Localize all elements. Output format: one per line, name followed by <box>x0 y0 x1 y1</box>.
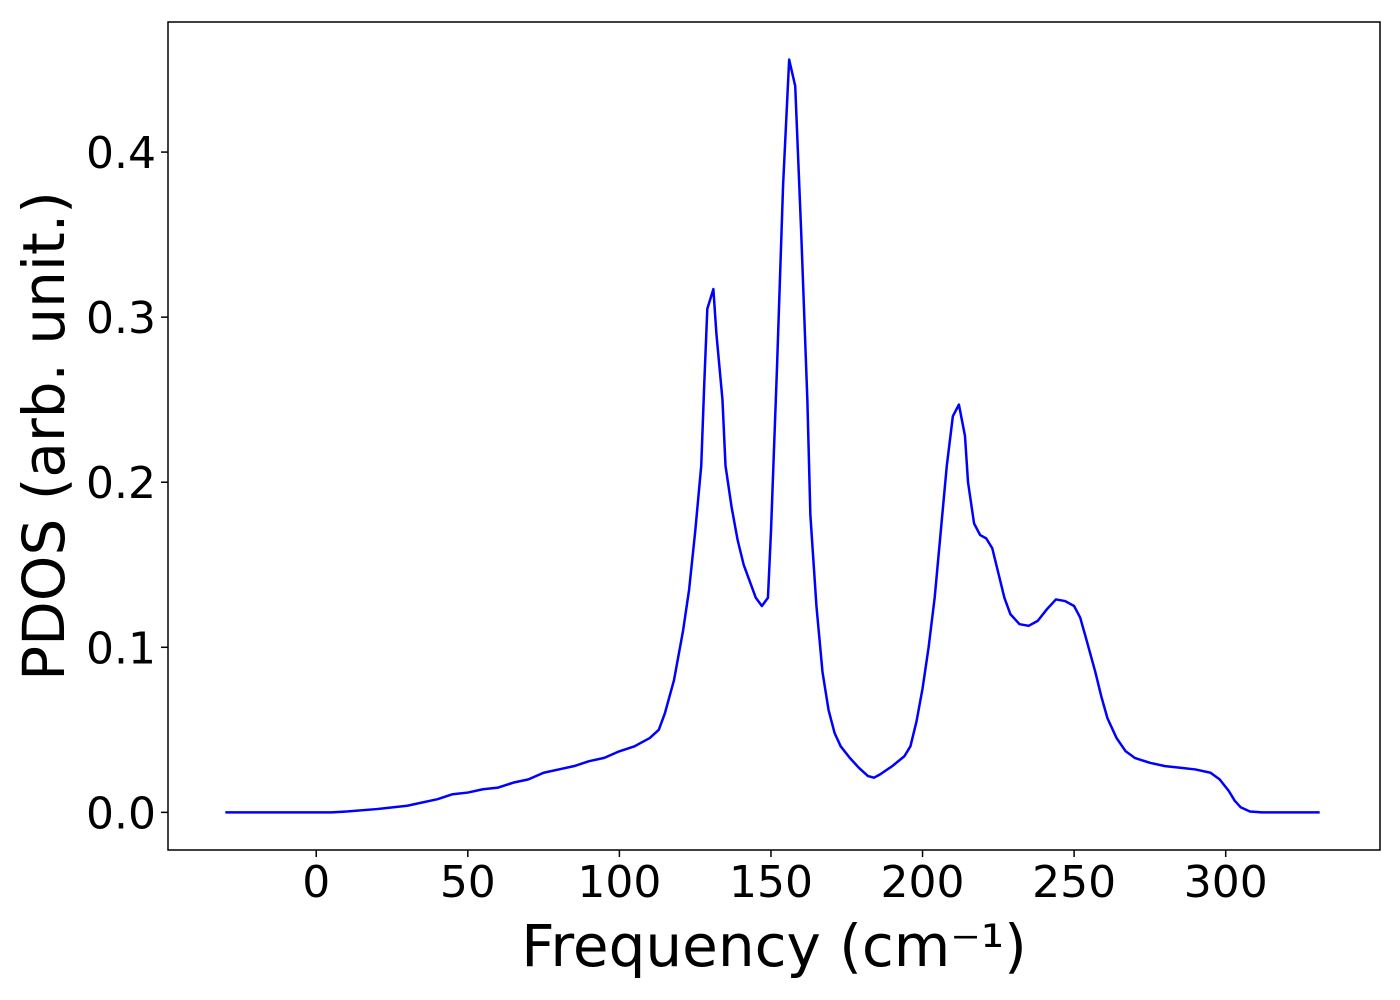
data-line <box>225 58 1320 814</box>
x-tick-label: 50 <box>440 857 496 908</box>
y-tick-label: 0.1 <box>86 623 156 674</box>
x-tick-label: 150 <box>729 857 813 908</box>
plot-frame <box>167 21 1381 851</box>
x-tick-label: 100 <box>577 857 661 908</box>
y-axis-label: PDOS (arb. unit.) <box>10 191 78 681</box>
x-tick-label: 200 <box>881 857 965 908</box>
x-axis-label: Frequency (cm⁻¹) <box>521 912 1027 980</box>
x-tick-label: 250 <box>1032 857 1116 908</box>
y-tick-label: 0.2 <box>86 458 156 509</box>
y-tick-label: 0.3 <box>86 293 156 344</box>
x-tick-label: 300 <box>1184 857 1268 908</box>
y-tick-label: 0.0 <box>86 788 156 839</box>
x-tick-label: 0 <box>302 857 330 908</box>
y-tick-label: 0.4 <box>86 128 156 179</box>
